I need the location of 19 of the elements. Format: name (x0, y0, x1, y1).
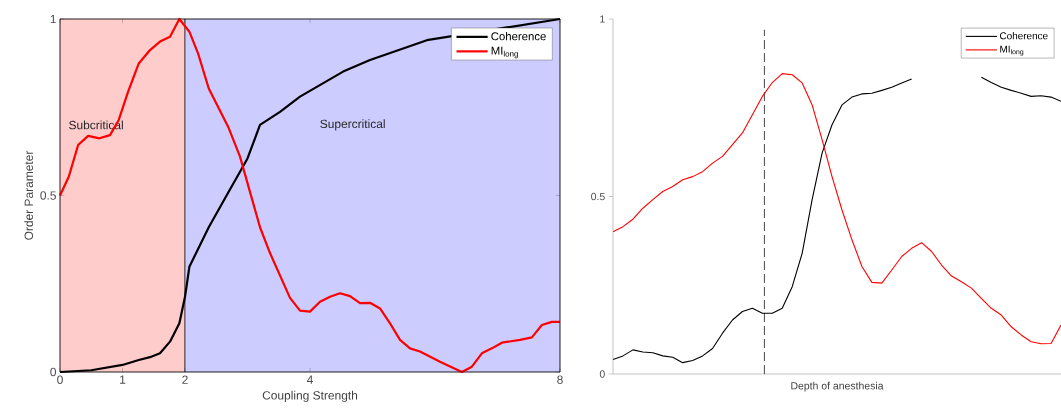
band-label: Supercritical (320, 119, 385, 131)
x-tick-label: 0 (57, 375, 63, 384)
x-tick-label: 4 (306, 375, 313, 384)
x-axis-title: Depth of anesthesia (791, 381, 884, 392)
y-tick-label: 0.5 (40, 191, 56, 200)
y-tick-label: 1 (600, 15, 605, 23)
y-tick-label: 0.5 (591, 192, 605, 201)
y-tick-label: 0 (50, 367, 57, 377)
x-tick-label: 1 (120, 375, 126, 384)
y-tick-label: 1 (50, 14, 56, 24)
legend-label: MI$_{long}$ (1000, 45, 1024, 56)
legend-label: MI$_{long}$ (491, 46, 518, 59)
x-tick-label: 8 (557, 375, 563, 384)
x-tick-label: 2 (182, 375, 188, 384)
y-axis-title: Order Parameter (24, 150, 34, 240)
y-tick-label: 0 (599, 370, 605, 378)
legend-label: Coherence (491, 32, 546, 41)
x-axis-title: Coupling Strength (262, 390, 358, 402)
legend-label: Coherence (1000, 32, 1048, 40)
